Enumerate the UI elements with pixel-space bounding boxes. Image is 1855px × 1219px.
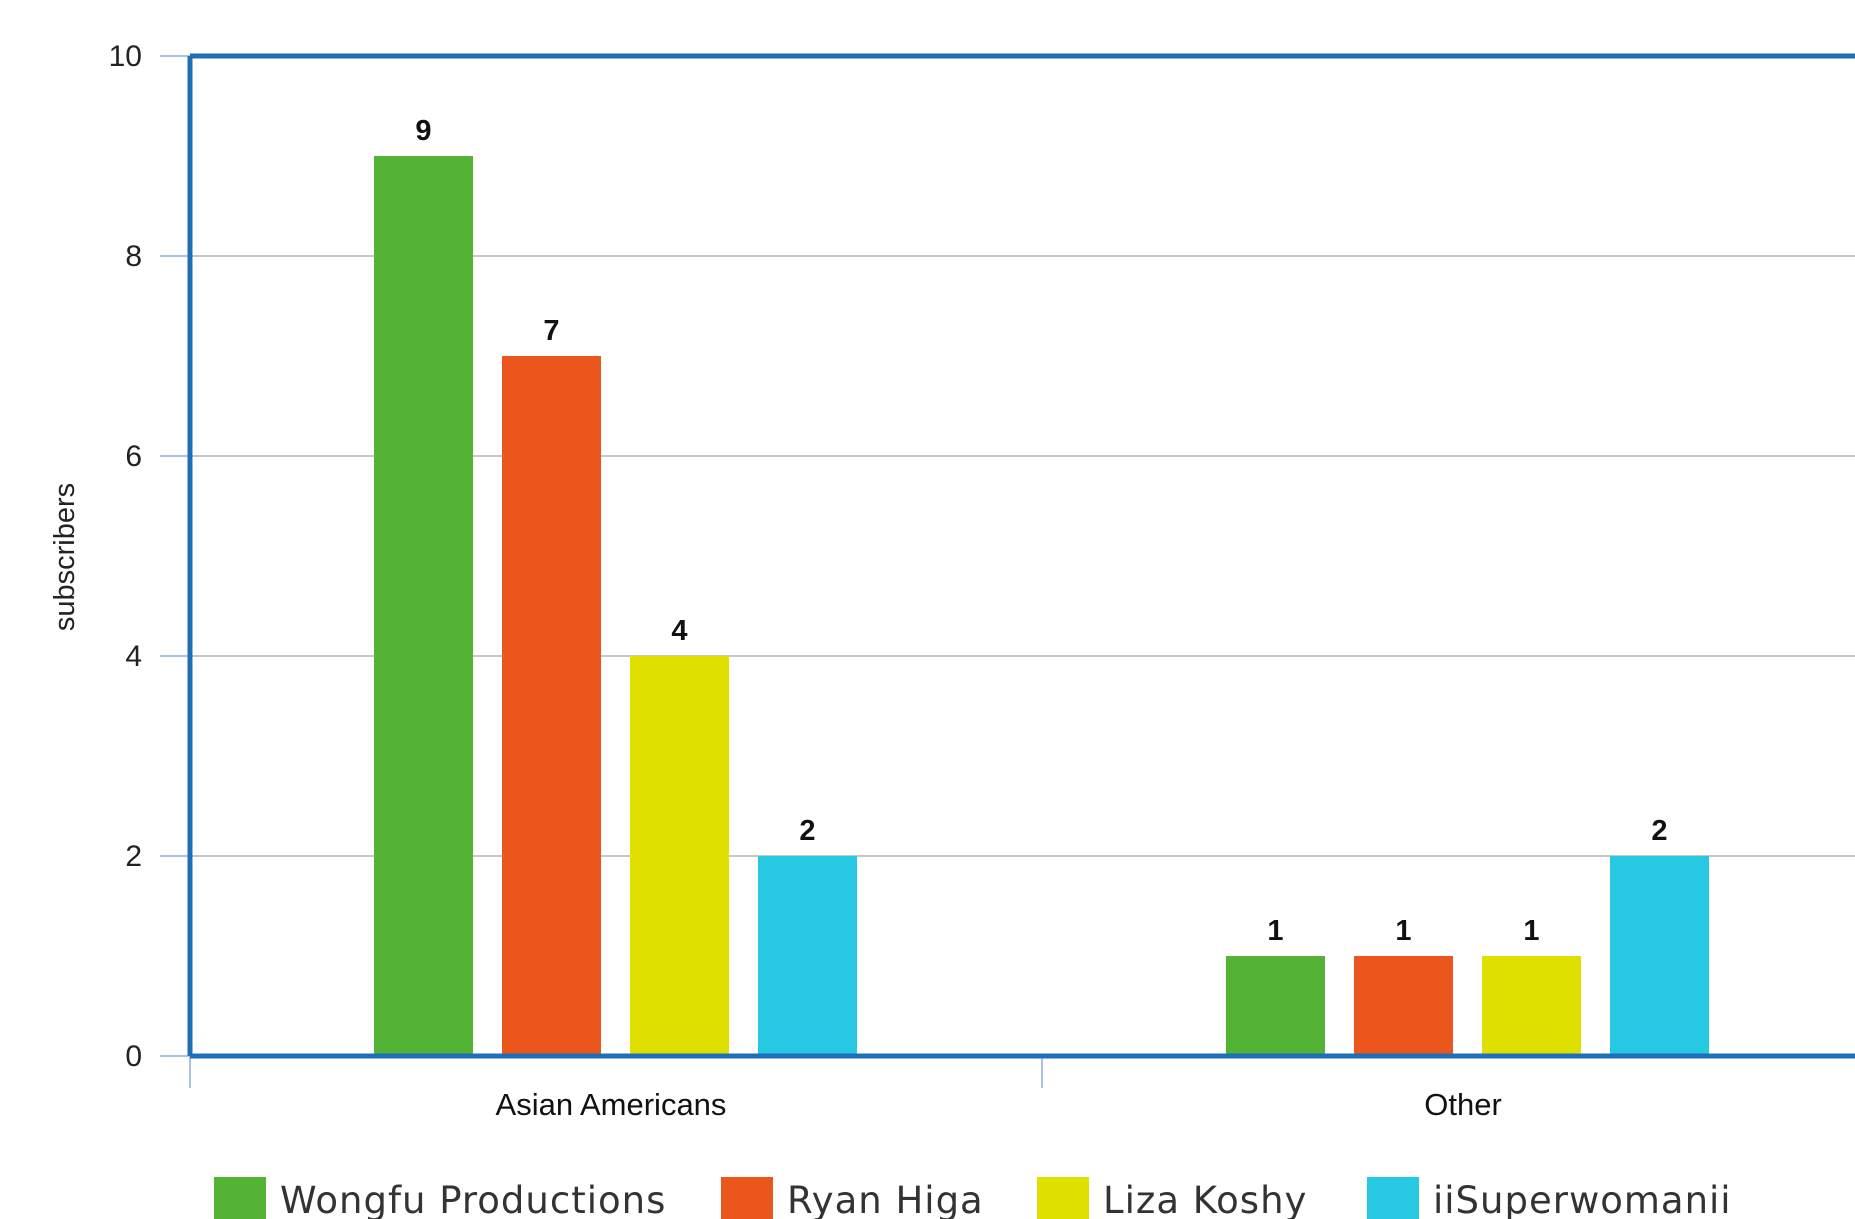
bar <box>502 356 601 1056</box>
legend-swatch <box>214 1177 266 1219</box>
legend-label: Liza Koshy <box>1103 1179 1307 1219</box>
y-tick-labels: 0 2 4 6 8 10 <box>109 40 142 1073</box>
bars <box>374 156 1709 1056</box>
y-tick-label: 6 <box>125 440 142 473</box>
data-label: 4 <box>671 615 687 647</box>
data-label: 1 <box>1523 915 1539 947</box>
axes <box>160 53 1855 1088</box>
legend-swatch <box>1037 1177 1089 1219</box>
bar <box>1226 956 1325 1056</box>
data-label: 7 <box>543 315 559 347</box>
y-tick-label: 0 <box>125 1040 142 1073</box>
x-category-label: Asian Americans <box>496 1087 727 1122</box>
x-category-label: Other <box>1424 1087 1502 1122</box>
y-tick-label: 4 <box>125 640 142 673</box>
bar <box>1610 856 1709 1056</box>
data-label: 1 <box>1267 915 1283 947</box>
x-category-labels: Asian Americans Other <box>496 1087 1502 1122</box>
bar <box>1354 956 1453 1056</box>
y-axis-title: subscribers <box>49 483 81 631</box>
legend-label: Wongfu Productions <box>280 1179 666 1219</box>
y-tick-label: 10 <box>109 40 142 73</box>
legend-label: iiSuperwomanii <box>1433 1179 1732 1219</box>
data-label: 1 <box>1395 915 1411 947</box>
data-label: 2 <box>1651 815 1667 847</box>
legend: Wongfu Productions Ryan Higa Liza Koshy iiS… <box>214 1177 1732 1219</box>
legend-swatch <box>1367 1177 1419 1219</box>
data-label: 9 <box>415 115 431 147</box>
legend-label: Ryan Higa <box>787 1179 984 1219</box>
y-tick-label: 8 <box>125 240 142 273</box>
bar <box>1482 956 1581 1056</box>
bar <box>630 656 729 1056</box>
bar <box>758 856 857 1056</box>
data-label: 2 <box>799 815 815 847</box>
legend-swatch <box>721 1177 773 1219</box>
y-tick-label: 2 <box>125 840 142 873</box>
bar <box>374 156 473 1056</box>
data-labels: 9 7 4 2 1 1 1 2 <box>415 115 1667 947</box>
